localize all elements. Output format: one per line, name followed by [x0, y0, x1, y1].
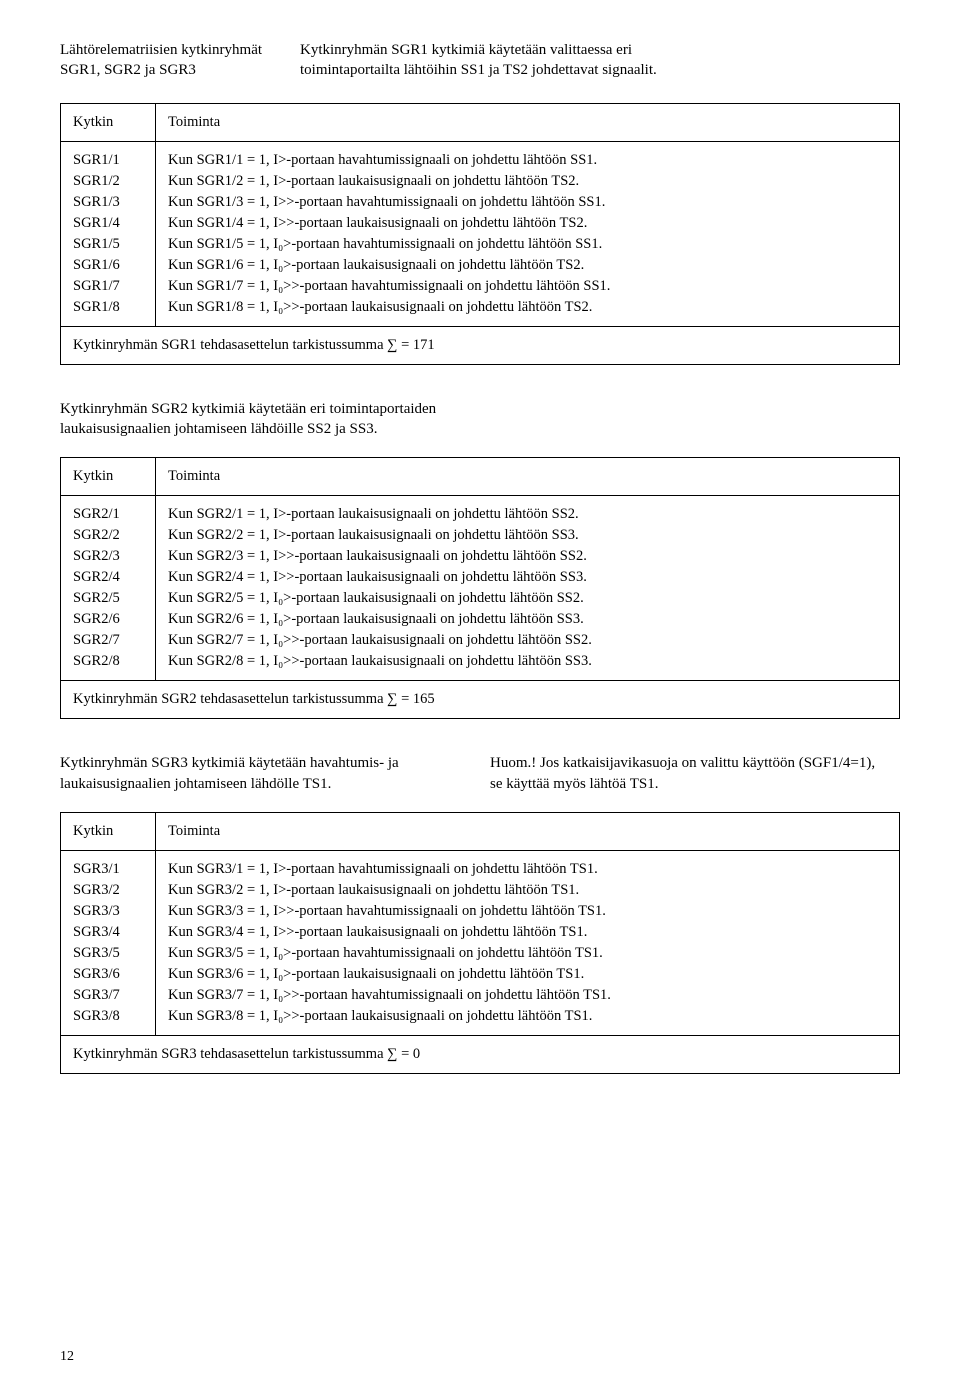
table-cell-switches: SGR1/1 SGR1/2 SGR1/3 SGR1/4 SGR1/5 SGR1/…	[61, 141, 156, 326]
switch-label: SGR1/5	[73, 234, 143, 255]
table-header-switch: Kytkin	[61, 812, 156, 850]
switch-label: SGR2/3	[73, 546, 143, 567]
switch-label: SGR1/2	[73, 171, 143, 192]
switch-label: SGR2/1	[73, 504, 143, 525]
table-cell-actions: Kun SGR2/1 = 1, I>-portaan laukaisusigna…	[156, 496, 900, 681]
switch-label: SGR3/1	[73, 859, 143, 880]
checksum: Kytkinryhmän SGR1 tehdasasettelun tarkis…	[61, 326, 900, 364]
table-header-action: Toiminta	[156, 458, 900, 496]
switch-label: SGR1/1	[73, 150, 143, 171]
action-text: Kun SGR1/4 = 1, I>>-portaan laukaisusign…	[168, 213, 887, 234]
action-text: Kun SGR3/1 = 1, I>-portaan havahtumissig…	[168, 859, 887, 880]
switch-label: SGR3/4	[73, 922, 143, 943]
checksum: Kytkinryhmän SGR2 tehdasasettelun tarkis…	[61, 681, 900, 719]
action-text: Kun SGR2/8 = 1, I₀>>-portaan laukaisusig…	[168, 651, 887, 672]
action-text: Kun SGR1/7 = 1, I₀>>-portaan havahtumiss…	[168, 276, 887, 297]
table-sgr2: Kytkin Toiminta SGR2/1 SGR2/2 SGR2/3 SGR…	[60, 457, 900, 719]
action-text: Kun SGR3/5 = 1, I₀>-portaan havahtumissi…	[168, 943, 887, 964]
action-text: Kun SGR3/4 = 1, I>>-portaan laukaisusign…	[168, 922, 887, 943]
action-text: Kun SGR2/7 = 1, I₀>>-portaan laukaisusig…	[168, 630, 887, 651]
section-intro: Kytkinryhmän SGR1 kytkimiä käytetään val…	[300, 40, 680, 81]
action-text: Kun SGR3/6 = 1, I₀>-portaan laukaisusign…	[168, 964, 887, 985]
action-text: Kun SGR2/6 = 1, I₀>-portaan laukaisusign…	[168, 609, 887, 630]
table-sgr3: Kytkin Toiminta SGR3/1 SGR3/2 SGR3/3 SGR…	[60, 812, 900, 1074]
intro-sgr2: Kytkinryhmän SGR2 kytkimiä käytetään eri…	[60, 399, 460, 440]
table-cell-switches: SGR3/1 SGR3/2 SGR3/3 SGR3/4 SGR3/5 SGR3/…	[61, 850, 156, 1035]
switch-label: SGR2/5	[73, 588, 143, 609]
action-text: Kun SGR2/1 = 1, I>-portaan laukaisusigna…	[168, 504, 887, 525]
switch-label: SGR2/6	[73, 609, 143, 630]
intro-sgr3-left: Kytkinryhmän SGR3 kytkimiä käytetään hav…	[60, 753, 460, 794]
table-header-action: Toiminta	[156, 812, 900, 850]
table-cell-switches: SGR2/1 SGR2/2 SGR2/3 SGR2/4 SGR2/5 SGR2/…	[61, 496, 156, 681]
switch-label: SGR3/3	[73, 901, 143, 922]
action-text: Kun SGR1/5 = 1, I₀>-portaan havahtumissi…	[168, 234, 887, 255]
switch-label: SGR3/8	[73, 1006, 143, 1027]
switch-label: SGR3/2	[73, 880, 143, 901]
switch-label: SGR1/6	[73, 255, 143, 276]
table-header-action: Toiminta	[156, 103, 900, 141]
switch-label: SGR3/5	[73, 943, 143, 964]
action-text: Kun SGR3/8 = 1, I₀>>-portaan laukaisusig…	[168, 1006, 887, 1027]
action-text: Kun SGR1/2 = 1, I>-portaan laukaisusigna…	[168, 171, 887, 192]
action-text: Kun SGR1/1 = 1, I>-portaan havahtumissig…	[168, 150, 887, 171]
switch-label: SGR1/4	[73, 213, 143, 234]
action-text: Kun SGR1/8 = 1, I₀>>-portaan laukaisusig…	[168, 297, 887, 318]
table-cell-actions: Kun SGR3/1 = 1, I>-portaan havahtumissig…	[156, 850, 900, 1035]
table-header-switch: Kytkin	[61, 458, 156, 496]
action-text: Kun SGR1/6 = 1, I₀>-portaan laukaisusign…	[168, 255, 887, 276]
switch-label: SGR2/4	[73, 567, 143, 588]
section-title: Lähtörelematriisien kytkinryhmät SGR1, S…	[60, 40, 270, 81]
switch-label: SGR2/2	[73, 525, 143, 546]
action-text: Kun SGR2/5 = 1, I₀>-portaan laukaisusign…	[168, 588, 887, 609]
action-text: Kun SGR3/3 = 1, I>>-portaan havahtumissi…	[168, 901, 887, 922]
action-text: Kun SGR3/7 = 1, I₀>>-portaan havahtumiss…	[168, 985, 887, 1006]
switch-label: SGR3/6	[73, 964, 143, 985]
switch-label: SGR1/7	[73, 276, 143, 297]
switch-label: SGR2/8	[73, 651, 143, 672]
switch-label: SGR3/7	[73, 985, 143, 1006]
checksum: Kytkinryhmän SGR3 tehdasasettelun tarkis…	[61, 1035, 900, 1073]
table-cell-actions: Kun SGR1/1 = 1, I>-portaan havahtumissig…	[156, 141, 900, 326]
page-number: 12	[60, 1349, 74, 1365]
action-text: Kun SGR1/3 = 1, I>>-portaan havahtumissi…	[168, 192, 887, 213]
intro-sgr3-right: Huom.! Jos katkaisijavikasuoja on valitt…	[490, 753, 890, 794]
switch-label: SGR1/3	[73, 192, 143, 213]
action-text: Kun SGR2/3 = 1, I>>-portaan laukaisusign…	[168, 546, 887, 567]
action-text: Kun SGR2/4 = 1, I>>-portaan laukaisusign…	[168, 567, 887, 588]
action-text: Kun SGR2/2 = 1, I>-portaan laukaisusigna…	[168, 525, 887, 546]
switch-label: SGR2/7	[73, 630, 143, 651]
switch-label: SGR1/8	[73, 297, 143, 318]
action-text: Kun SGR3/2 = 1, I>-portaan laukaisusigna…	[168, 880, 887, 901]
table-sgr1: Kytkin Toiminta SGR1/1 SGR1/2 SGR1/3 SGR…	[60, 103, 900, 365]
table-header-switch: Kytkin	[61, 103, 156, 141]
